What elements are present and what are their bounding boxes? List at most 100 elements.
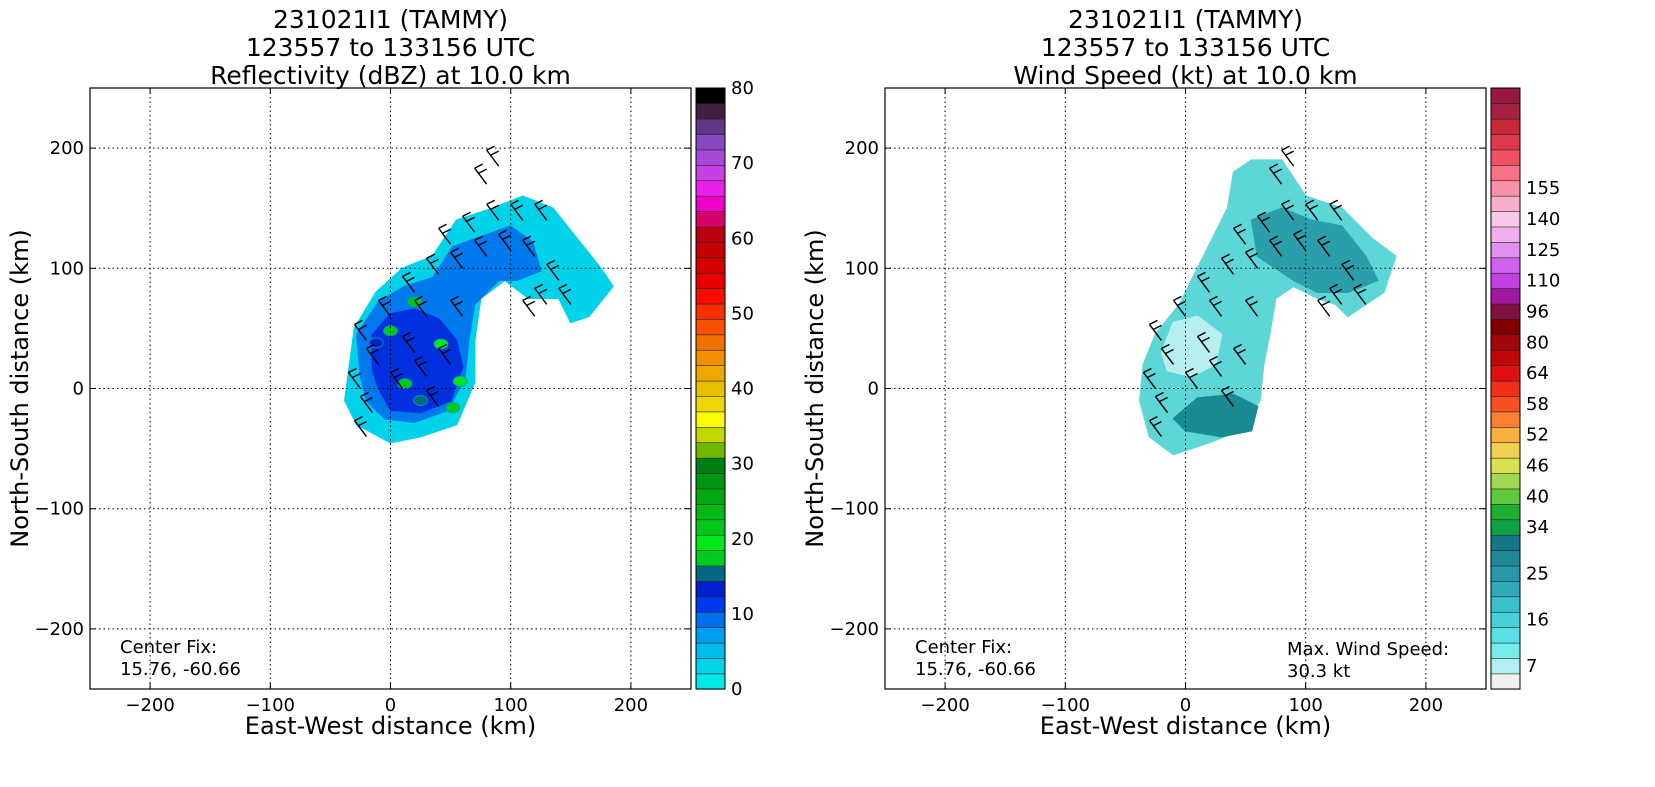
colorbar-segment (695, 318, 726, 336)
y-tick-label: 0 (868, 379, 879, 400)
colorbar-segment (695, 519, 726, 536)
wind-barb (546, 259, 560, 281)
wind-barb (1209, 295, 1223, 317)
wind-barb (353, 415, 368, 437)
colorbar-segment (695, 226, 726, 243)
colorbar-frame (1490, 87, 1521, 690)
wind-barb (1196, 271, 1211, 293)
wind-barb (401, 331, 416, 353)
colorbar-segment (695, 210, 726, 228)
colorbar-segment (1490, 503, 1521, 521)
x-tick-label: 200 (1409, 695, 1443, 716)
colorbar-segment (1490, 149, 1521, 166)
x-tick-label: −100 (1041, 695, 1090, 716)
colorbar-segment (1490, 411, 1521, 428)
colorbar-tick-label: 40 (731, 379, 754, 400)
colorbar-segment (1490, 195, 1521, 212)
colorbar-tick-label: 7 (1526, 656, 1537, 677)
colorbar-segment (1490, 380, 1521, 397)
colorbar-segment (695, 149, 726, 166)
center-fix-annotation: Center Fix: (915, 637, 1012, 658)
colorbar-segment (695, 288, 726, 305)
wind-barb (426, 385, 440, 407)
colorbar-segment (1490, 395, 1521, 413)
max-wind-annotation: 30.3 kt (1287, 661, 1350, 682)
colorbar-tick-label: 20 (731, 529, 754, 550)
wind-barb (1245, 247, 1259, 269)
reflectivity-panel: −200 −100 0 100 200−200−1000100200East-West … (6, 78, 754, 740)
colorbar-tick-label: 16 (1526, 610, 1549, 631)
colorbar-segment (1490, 457, 1521, 474)
colorbar-segment (695, 642, 726, 659)
wind-barb (474, 163, 488, 185)
colorbar-segment (1490, 472, 1521, 490)
colorbar-segment (695, 488, 726, 505)
colorbar-segment (1490, 349, 1521, 366)
y-tick-label: 100 (845, 258, 879, 279)
right-panel-title: 231021I1 (TAMMY) 123557 to 133156 UTC Wi… (885, 6, 1486, 90)
colorbar: 0 10 20 30 40 50 60 70 80 (695, 78, 754, 700)
y-tick-label: 200 (50, 138, 84, 159)
echo-core (452, 375, 468, 387)
echo-core (413, 395, 428, 406)
colorbar-segment (695, 380, 726, 397)
colorbar-segment (1490, 519, 1521, 536)
wind-barb (486, 145, 500, 167)
colorbar-segment (1490, 611, 1521, 628)
wind-barb (1148, 319, 1163, 341)
x-tick-label: −100 (246, 695, 295, 716)
colorbar-segment (1490, 673, 1521, 690)
colorbar-segment (1490, 133, 1521, 151)
wind-barb (389, 367, 404, 389)
colorbar-tick-label: 80 (1526, 332, 1549, 353)
center-fix-annotation: Center Fix: (120, 637, 217, 658)
colorbar-segment (695, 550, 726, 567)
colorbar-tick-label: 96 (1526, 301, 1549, 322)
x-axis-label: East-West distance (km) (1040, 712, 1331, 740)
wind-barb (1154, 391, 1169, 413)
colorbar-tick-label: 110 (1526, 271, 1560, 292)
plot-area (344, 145, 614, 444)
colorbar-segment (1490, 210, 1521, 228)
colorbar-segment (695, 503, 726, 521)
colorbar-tick-label: 25 (1526, 563, 1549, 584)
wind-barb (1317, 295, 1331, 317)
colorbar-tick-label: 125 (1526, 240, 1560, 261)
left-panel-title: 231021I1 (TAMMY) 123557 to 133156 UTC Re… (90, 6, 691, 90)
colorbar-tick-label: 52 (1526, 425, 1549, 446)
colorbar-segment (695, 657, 726, 675)
colorbar-segment (1490, 642, 1521, 659)
wind-barb (462, 211, 476, 233)
wind-barb (1233, 223, 1247, 245)
colorbar-segment (695, 673, 726, 690)
colorbar-tick-label: 34 (1526, 517, 1549, 538)
wind-barb (522, 295, 536, 317)
wind-barb (1317, 235, 1331, 257)
x-tick-label: 0 (1180, 695, 1191, 716)
echo-core (433, 338, 449, 350)
wind-region-3 (1172, 393, 1259, 438)
colorbar-segment (1490, 180, 1521, 197)
wind-barb (438, 343, 452, 365)
colorbar-segment (695, 241, 726, 259)
wind-barb (413, 295, 428, 317)
y-tick-label: −100 (35, 499, 84, 520)
y-axis-label: North-South distance (km) (801, 229, 829, 548)
y-tick-label: −200 (35, 619, 84, 640)
colorbar-segment (695, 534, 726, 551)
colorbar-segment (1490, 550, 1521, 567)
colorbar-segment (1490, 226, 1521, 243)
wind-barb (1233, 343, 1247, 365)
colorbar-segment (695, 257, 726, 274)
colorbar-tick-label: 155 (1526, 178, 1560, 199)
colorbar-tick-label: 30 (731, 454, 754, 475)
colorbar-segment (1490, 565, 1521, 582)
wind-barb (1269, 235, 1283, 257)
left-title-line-1: 231021I1 (TAMMY) (272, 5, 508, 34)
colorbar-segment (1490, 118, 1521, 135)
colorbar-segment (695, 457, 726, 474)
x-tick-label: −200 (920, 695, 969, 716)
wind-barb (1221, 385, 1235, 407)
wind-barb (558, 283, 572, 305)
